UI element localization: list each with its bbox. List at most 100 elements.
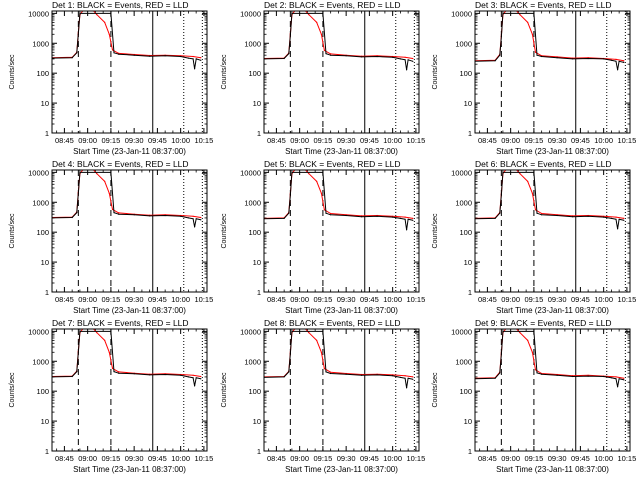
x-tick-label: 08:45: [478, 295, 497, 304]
lld-series-point: [192, 374, 194, 376]
x-tick-label: 09:00: [290, 454, 309, 463]
events-series-point: [376, 215, 378, 217]
events-series-point: [617, 228, 619, 230]
lld-series-point: [615, 376, 617, 378]
events-series-point: [200, 219, 202, 221]
events-series-point: [77, 352, 79, 354]
lld-series-point: [623, 377, 625, 379]
panel-title: Det 5: BLACK = Events, RED = LLD: [264, 159, 401, 169]
events-series-point: [412, 60, 414, 62]
events-series-point: [500, 194, 502, 196]
x-tick-label: 08:45: [267, 136, 286, 145]
x-tick-label: 09:30: [125, 295, 144, 304]
lld-series-point: [519, 332, 521, 334]
events-series-point: [288, 212, 290, 214]
x-tick-label: 09:00: [501, 136, 520, 145]
y-tick-label: 1: [257, 288, 261, 297]
y-tick-label: 10: [41, 258, 49, 267]
x-tick-label: 10:15: [407, 136, 426, 145]
x-tick-label: 10:15: [195, 136, 214, 145]
events-series-point: [572, 375, 574, 378]
lld-series-point: [330, 371, 332, 373]
lld-series-point: [108, 33, 110, 35]
y-axis-label: Counts/sec: [9, 54, 16, 90]
events-series-point: [77, 33, 79, 35]
events-series-point: [194, 385, 196, 387]
lld-series-point: [623, 217, 625, 219]
events-series-point: [618, 60, 620, 62]
y-tick-label: 1: [45, 129, 49, 138]
events-series-point: [541, 373, 543, 375]
events-series-point: [407, 377, 409, 379]
x-tick-label: 09:15: [314, 295, 333, 304]
lld-series-point: [541, 212, 543, 215]
axes-frame: [263, 328, 420, 452]
lld-series-point: [104, 339, 106, 341]
x-tick-label: 10:00: [383, 136, 402, 145]
lld-series-point: [108, 192, 110, 194]
events-series-point: [499, 372, 501, 374]
events-series-point: [71, 375, 73, 378]
events-series-point: [79, 171, 81, 173]
y-tick-label: 100: [36, 69, 49, 78]
x-tick-label: 09:15: [525, 136, 544, 145]
x-tick-label: 09:45: [571, 136, 590, 145]
events-series-point: [289, 194, 291, 196]
events-series-point: [113, 212, 115, 214]
y-tick-label: 1000: [244, 39, 261, 48]
lld-series-point: [623, 60, 625, 62]
x-axis-label: Start Time (23-Jan-11 08:37:00): [496, 147, 609, 156]
events-series-point: [541, 55, 543, 58]
events-series-point: [572, 58, 574, 60]
events-series-point: [556, 374, 558, 376]
x-tick-label: 10:15: [618, 295, 637, 304]
y-tick-label: 1: [45, 288, 49, 297]
events-series-point: [361, 374, 363, 376]
events-series-point: [404, 218, 406, 220]
x-tick-label: 09:15: [525, 454, 544, 463]
panel-det-3: Det 3: BLACK = Events, RED = LLD Counts/s…: [432, 0, 636, 156]
lld-series-point: [308, 14, 310, 16]
lld-series-point: [111, 208, 114, 210]
events-series-point: [623, 379, 625, 381]
lld-series-point: [330, 212, 332, 215]
events-series-point: [76, 52, 78, 54]
panel-title: Det 1: BLACK = Events, RED = LLD: [52, 0, 189, 10]
events-series-point: [587, 215, 589, 217]
lld-series-point: [96, 173, 98, 175]
events-series-point: [133, 214, 135, 216]
events-series-point: [494, 377, 496, 379]
x-tick-label: 09:15: [314, 136, 333, 145]
lld-series-point: [200, 216, 202, 219]
y-tick-label: 1000: [455, 357, 472, 366]
events-series-point: [556, 214, 558, 217]
lld-series-point: [615, 58, 617, 61]
x-tick-label: 09:15: [102, 295, 121, 304]
events-series-point: [500, 35, 502, 38]
panel-title: Det 2: BLACK = Events, RED = LLD: [264, 0, 401, 10]
lld-series-point: [527, 180, 529, 182]
x-tick-label: 09:45: [148, 295, 167, 304]
lld-series-point: [534, 209, 537, 211]
lld-series-point: [104, 180, 106, 182]
events-series-point: [617, 386, 619, 388]
y-tick-label: 10: [253, 99, 261, 108]
x-tick-label: 10:00: [171, 454, 190, 463]
events-series-point: [164, 214, 166, 217]
axes-frame: [51, 10, 208, 134]
events-series-point: [407, 59, 409, 61]
events-series-point: [536, 212, 538, 214]
events-series-point: [289, 34, 291, 36]
events-series-point: [164, 55, 166, 57]
x-tick-label: 09:45: [360, 136, 379, 145]
axes-frame: [51, 328, 208, 452]
y-tick-label: 10: [253, 258, 261, 267]
x-tick-label: 09:00: [501, 454, 520, 463]
lld-series-point: [531, 351, 534, 353]
x-tick-label: 10:15: [618, 136, 637, 145]
x-tick-label: 09:45: [360, 454, 379, 463]
lld-series-point: [308, 332, 310, 334]
y-tick-label: 10000: [451, 327, 472, 336]
events-series-point: [325, 53, 327, 55]
lld-series-point: [108, 351, 110, 353]
